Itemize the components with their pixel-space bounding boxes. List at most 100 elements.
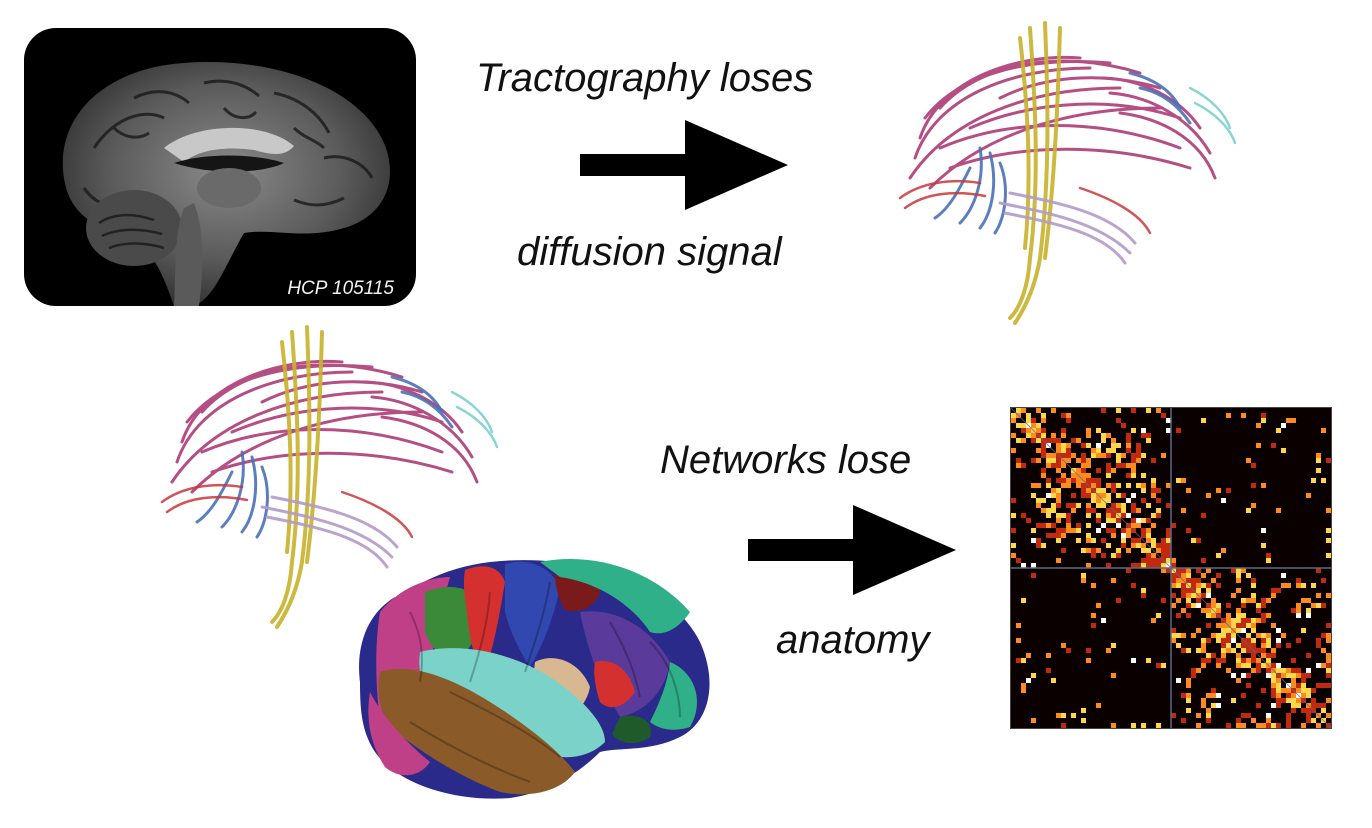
- tract-graphic: [160, 325, 499, 629]
- matrix-cell: [1181, 648, 1186, 653]
- matrix-cell: [1176, 598, 1181, 603]
- matrix-cell: [1186, 678, 1191, 683]
- matrix-cell: [1251, 483, 1256, 488]
- matrix-cell: [1021, 463, 1026, 468]
- matrix-cell: [1281, 423, 1286, 428]
- matrix-cell: [1051, 488, 1056, 493]
- matrix-cell: [1256, 648, 1261, 653]
- matrix-cell: [1021, 408, 1026, 413]
- matrix-cell: [1046, 483, 1051, 488]
- matrix-cell: [1116, 408, 1121, 413]
- matrix-cell: [1266, 658, 1271, 663]
- matrix-cell: [1036, 523, 1041, 528]
- matrix-cell: [1196, 583, 1201, 588]
- matrix-cell: [1221, 653, 1226, 658]
- matrix-cell: [1291, 658, 1296, 663]
- matrix-cell: [1201, 608, 1206, 613]
- matrix-cell: [1106, 448, 1111, 453]
- matrix-cell: [1281, 583, 1286, 588]
- matrix-cell: [1131, 428, 1136, 433]
- matrix-cell: [1106, 543, 1111, 548]
- matrix-cell: [1301, 583, 1306, 588]
- matrix-cell: [1321, 683, 1326, 688]
- matrix-cell: [1246, 508, 1251, 513]
- matrix-cell: [1211, 613, 1216, 618]
- matrix-cell: [1221, 628, 1226, 633]
- matrix-cell: [1076, 528, 1081, 533]
- matrix-cell: [1051, 433, 1056, 438]
- matrix-cell: [1106, 468, 1111, 473]
- matrix-cell: [1066, 528, 1071, 533]
- matrix-cell: [1226, 668, 1231, 673]
- matrix-cell: [1066, 478, 1071, 483]
- matrix-cell: [1061, 513, 1066, 518]
- matrix-cell: [1271, 678, 1276, 683]
- matrix-cell: [1246, 658, 1251, 663]
- matrix-cell: [1151, 483, 1156, 488]
- matrix-cell: [1286, 643, 1291, 648]
- matrix-cell: [1291, 708, 1296, 713]
- matrix-cell: [1071, 713, 1076, 718]
- matrix-cell: [1086, 563, 1091, 568]
- matrix-cell: [1061, 548, 1066, 553]
- matrix-cell: [1231, 638, 1236, 643]
- matrix-cell: [1161, 563, 1166, 568]
- matrix-cell: [1146, 518, 1151, 523]
- matrix-cell: [1256, 633, 1261, 638]
- matrix-cell: [1291, 673, 1296, 678]
- connectivity-matrix: [1010, 407, 1332, 729]
- matrix-cell: [1156, 408, 1161, 413]
- matrix-cell: [1091, 493, 1096, 498]
- matrix-cell: [1276, 693, 1281, 698]
- matrix-cell: [1061, 463, 1066, 468]
- matrix-cell: [1136, 518, 1141, 523]
- matrix-cell: [1116, 483, 1121, 488]
- matrix-cell: [1151, 488, 1156, 493]
- matrix-cell: [1066, 458, 1071, 463]
- matrix-cell: [1086, 473, 1091, 478]
- matrix-cell: [1056, 468, 1061, 473]
- matrix-cell: [1191, 538, 1196, 543]
- matrix-cell: [1136, 563, 1141, 568]
- matrix-cell: [1066, 453, 1071, 458]
- matrix-cell: [1261, 418, 1266, 423]
- matrix-cell: [1141, 543, 1146, 548]
- matrix-cell: [1121, 493, 1126, 498]
- matrix-cell: [1261, 598, 1266, 603]
- matrix-cell: [1146, 433, 1151, 438]
- matrix-cell: [1061, 528, 1066, 533]
- matrix-cell: [1301, 628, 1306, 633]
- matrix-cell: [1301, 688, 1306, 693]
- matrix-cell: [1076, 503, 1081, 508]
- matrix-cell: [1141, 723, 1146, 728]
- matrix-cell: [1151, 558, 1156, 563]
- matrix-cell: [1011, 413, 1016, 418]
- matrix-cell: [1326, 633, 1331, 638]
- matrix-cell: [1181, 508, 1186, 513]
- matrix-cell: [1321, 648, 1326, 653]
- matrix-cell: [1306, 688, 1311, 693]
- matrix-cell: [1016, 438, 1021, 443]
- matrix-cell: [1236, 588, 1241, 593]
- matrix-cell: [1176, 428, 1181, 433]
- matrix-cell: [1141, 488, 1146, 493]
- matrix-cell: [1141, 433, 1146, 438]
- matrix-cell: [1256, 703, 1261, 708]
- matrix-cell: [1321, 633, 1326, 638]
- matrix-cell: [1226, 618, 1231, 623]
- matrix-cell: [1256, 658, 1261, 663]
- matrix-cell: [1056, 448, 1061, 453]
- matrix-cell: [1181, 693, 1186, 698]
- matrix-cell: [1236, 628, 1241, 633]
- matrix-cell: [1251, 503, 1256, 508]
- matrix-cell: [1091, 553, 1096, 558]
- matrix-cell: [1121, 513, 1126, 518]
- matrix-cell: [1226, 648, 1231, 653]
- matrix-cell: [1246, 663, 1251, 668]
- matrix-cell: [1326, 638, 1331, 643]
- matrix-cell: [1271, 663, 1276, 668]
- matrix-cell: [1191, 593, 1196, 598]
- matrix-cell: [1296, 578, 1301, 583]
- matrix-cell: [1126, 533, 1131, 538]
- arrow-right-icon: [580, 120, 790, 210]
